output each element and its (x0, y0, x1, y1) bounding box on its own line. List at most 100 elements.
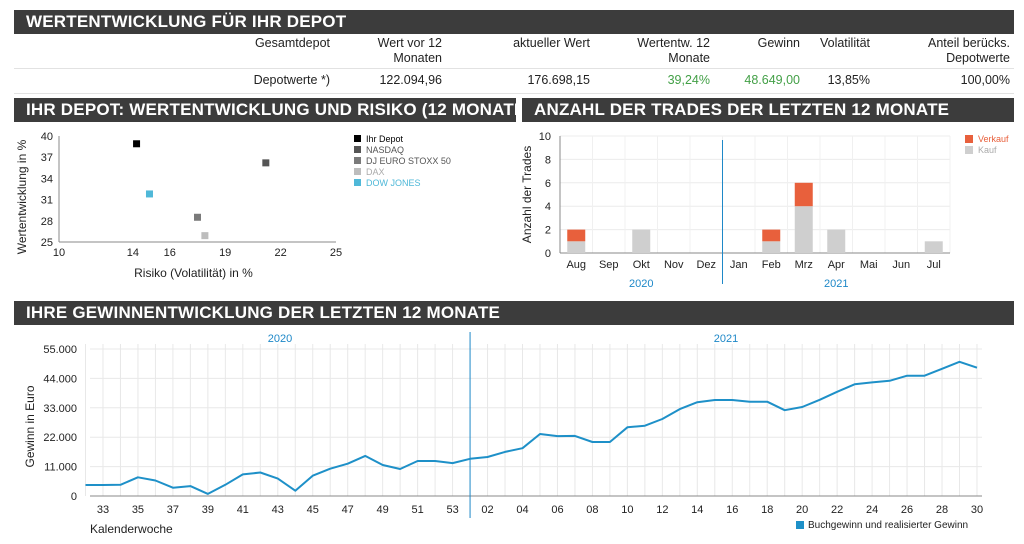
bar-segment-kauf (632, 229, 651, 253)
risk-section-header: IHR DEPOT: WERTENTWICKLUNG UND RISIKO (1… (14, 98, 516, 122)
x-tick-label: 25 (330, 247, 342, 259)
scatter-point (201, 232, 209, 240)
y-tick-label: 40 (41, 131, 53, 143)
y-tick-label: 4 (545, 201, 551, 213)
x-tick-label: Sep (599, 259, 619, 271)
trades-bar-chart: 0 2 4 6 8 10 Aug Sep Okt Nov Dez Jan Feb Mrz Apr Mai Jun… (522, 131, 1009, 290)
x-tick-label: 51 (411, 504, 423, 516)
x-tick-label: 53 (446, 504, 458, 516)
column-header: aktueller Wert (446, 35, 594, 69)
y-tick-label: 28 (41, 216, 53, 228)
y-tick-label: 2 (545, 225, 551, 237)
x-tick-label: 04 (516, 504, 528, 516)
bar-segment-kauf (567, 241, 586, 253)
bar-segment-verkauf (794, 182, 813, 207)
column-header: Anteil berücks. Depotwerte (874, 35, 1014, 69)
x-tick-label: 39 (202, 504, 214, 516)
x-tick-label: Jan (730, 259, 748, 271)
bar-segment-verkauf (567, 229, 586, 242)
x-tick-label: 33 (97, 504, 109, 516)
scatter-point (133, 140, 141, 148)
x-tick-label: 10 (621, 504, 633, 516)
x-tick-label: Jul (927, 259, 941, 271)
legend-label: Kauf (978, 145, 997, 155)
y-tick-label: 0 (71, 491, 77, 503)
x-tick-label: 49 (377, 504, 389, 516)
legend-label: NASDAQ (366, 145, 404, 155)
legend-swatch (796, 521, 804, 529)
bar-segment-kauf (762, 241, 781, 253)
column-header: Wert vor 12 Monaten (334, 35, 446, 69)
x-tick-label: 20 (796, 504, 808, 516)
legend-swatch (354, 168, 361, 175)
table-header-row: Gesamtdepot Wert vor 12 Monaten aktuelle… (14, 35, 1014, 69)
x-tick-label: 24 (866, 504, 878, 516)
x-tick-label: Feb (762, 259, 781, 271)
x-tick-label: 26 (901, 504, 913, 516)
x-tick-label: Apr (828, 259, 845, 271)
x-tick-label: 30 (971, 504, 983, 516)
x-axis-title: Kalenderwoche (90, 522, 173, 536)
scatter-point (194, 213, 201, 221)
legend-swatch (965, 146, 973, 154)
x-tick-label: Mai (860, 259, 878, 271)
row-label: Depotwerte *) (14, 68, 334, 94)
x-tick-label: 18 (761, 504, 773, 516)
column-header: Gewinn (714, 35, 804, 69)
x-tick-label: 22 (274, 247, 286, 259)
y-tick-label: 0 (545, 248, 551, 260)
column-header: Wertentw. 12 Monate (594, 35, 714, 69)
x-tick-label: 35 (132, 504, 144, 516)
x-axis-title: Risiko (Volatilität) in % (134, 266, 253, 280)
x-tick-label: 02 (481, 504, 493, 516)
column-header: Volatilität (804, 35, 874, 69)
share-value: 100,00% (874, 68, 1014, 94)
volatility-value: 13,85% (804, 68, 874, 94)
legend-swatch (354, 135, 361, 142)
x-tick-label: 14 (691, 504, 703, 516)
x-tick-label: 37 (167, 504, 179, 516)
y-tick-label: 25 (41, 237, 53, 249)
y-axis-title: Gewinn in Euro (23, 385, 37, 467)
y-tick-label: 10 (539, 131, 551, 143)
x-tick-label: 14 (127, 247, 139, 259)
year-label: 2020 (268, 333, 292, 345)
y-tick-label: 31 (41, 195, 53, 207)
x-tick-label: 28 (936, 504, 948, 516)
risk-return-scatter-chart: 25 28 31 34 37 40 10 14 16 19 22 25 Wertentwicklung … (15, 131, 451, 280)
y-tick-label: 44.000 (43, 373, 77, 385)
x-tick-label: 45 (307, 504, 319, 516)
bar-segment-verkauf (762, 229, 781, 242)
x-tick-label: Jun (892, 259, 910, 271)
x-tick-label: 16 (726, 504, 738, 516)
legend-label: DAX (366, 167, 385, 177)
y-tick-label: 33.000 (43, 403, 77, 415)
performance-value: 39,24% (594, 68, 714, 94)
x-tick-label: 22 (831, 504, 843, 516)
y-tick-label: 55.000 (43, 344, 77, 356)
year-label: 2021 (714, 333, 738, 345)
x-tick-label: Okt (633, 259, 650, 271)
depot-summary-table: Gesamtdepot Wert vor 12 Monaten aktuelle… (14, 35, 1014, 94)
y-tick-label: 37 (41, 152, 53, 164)
x-tick-label: Mrz (795, 259, 813, 271)
y-tick-label: 6 (545, 178, 551, 190)
y-axis-title: Anzahl der Trades (522, 146, 534, 243)
x-tick-label: Aug (566, 259, 586, 271)
profit-line-chart: 0 11.000 22.000 33.000 44.000 55.000 33 35 37 39 4… (23, 332, 983, 536)
y-tick-label: 22.000 (43, 432, 77, 444)
value-before: 122.094,96 (334, 68, 446, 94)
legend-label: Buchgewinn und realisierter Gewinn (808, 520, 968, 531)
column-header: Gesamtdepot (14, 35, 334, 69)
x-tick-label: 08 (586, 504, 598, 516)
value-current: 176.698,15 (446, 68, 594, 94)
legend-swatch (354, 179, 361, 186)
x-tick-label: Nov (664, 259, 684, 271)
x-tick-label: 10 (53, 247, 65, 259)
bar-segment-kauf (924, 241, 943, 253)
bar-segment-kauf (827, 229, 846, 253)
y-tick-label: 8 (545, 154, 551, 166)
legend-label: DOW JONES (366, 178, 421, 188)
x-tick-label: 12 (656, 504, 668, 516)
year-label: 2021 (824, 278, 848, 290)
